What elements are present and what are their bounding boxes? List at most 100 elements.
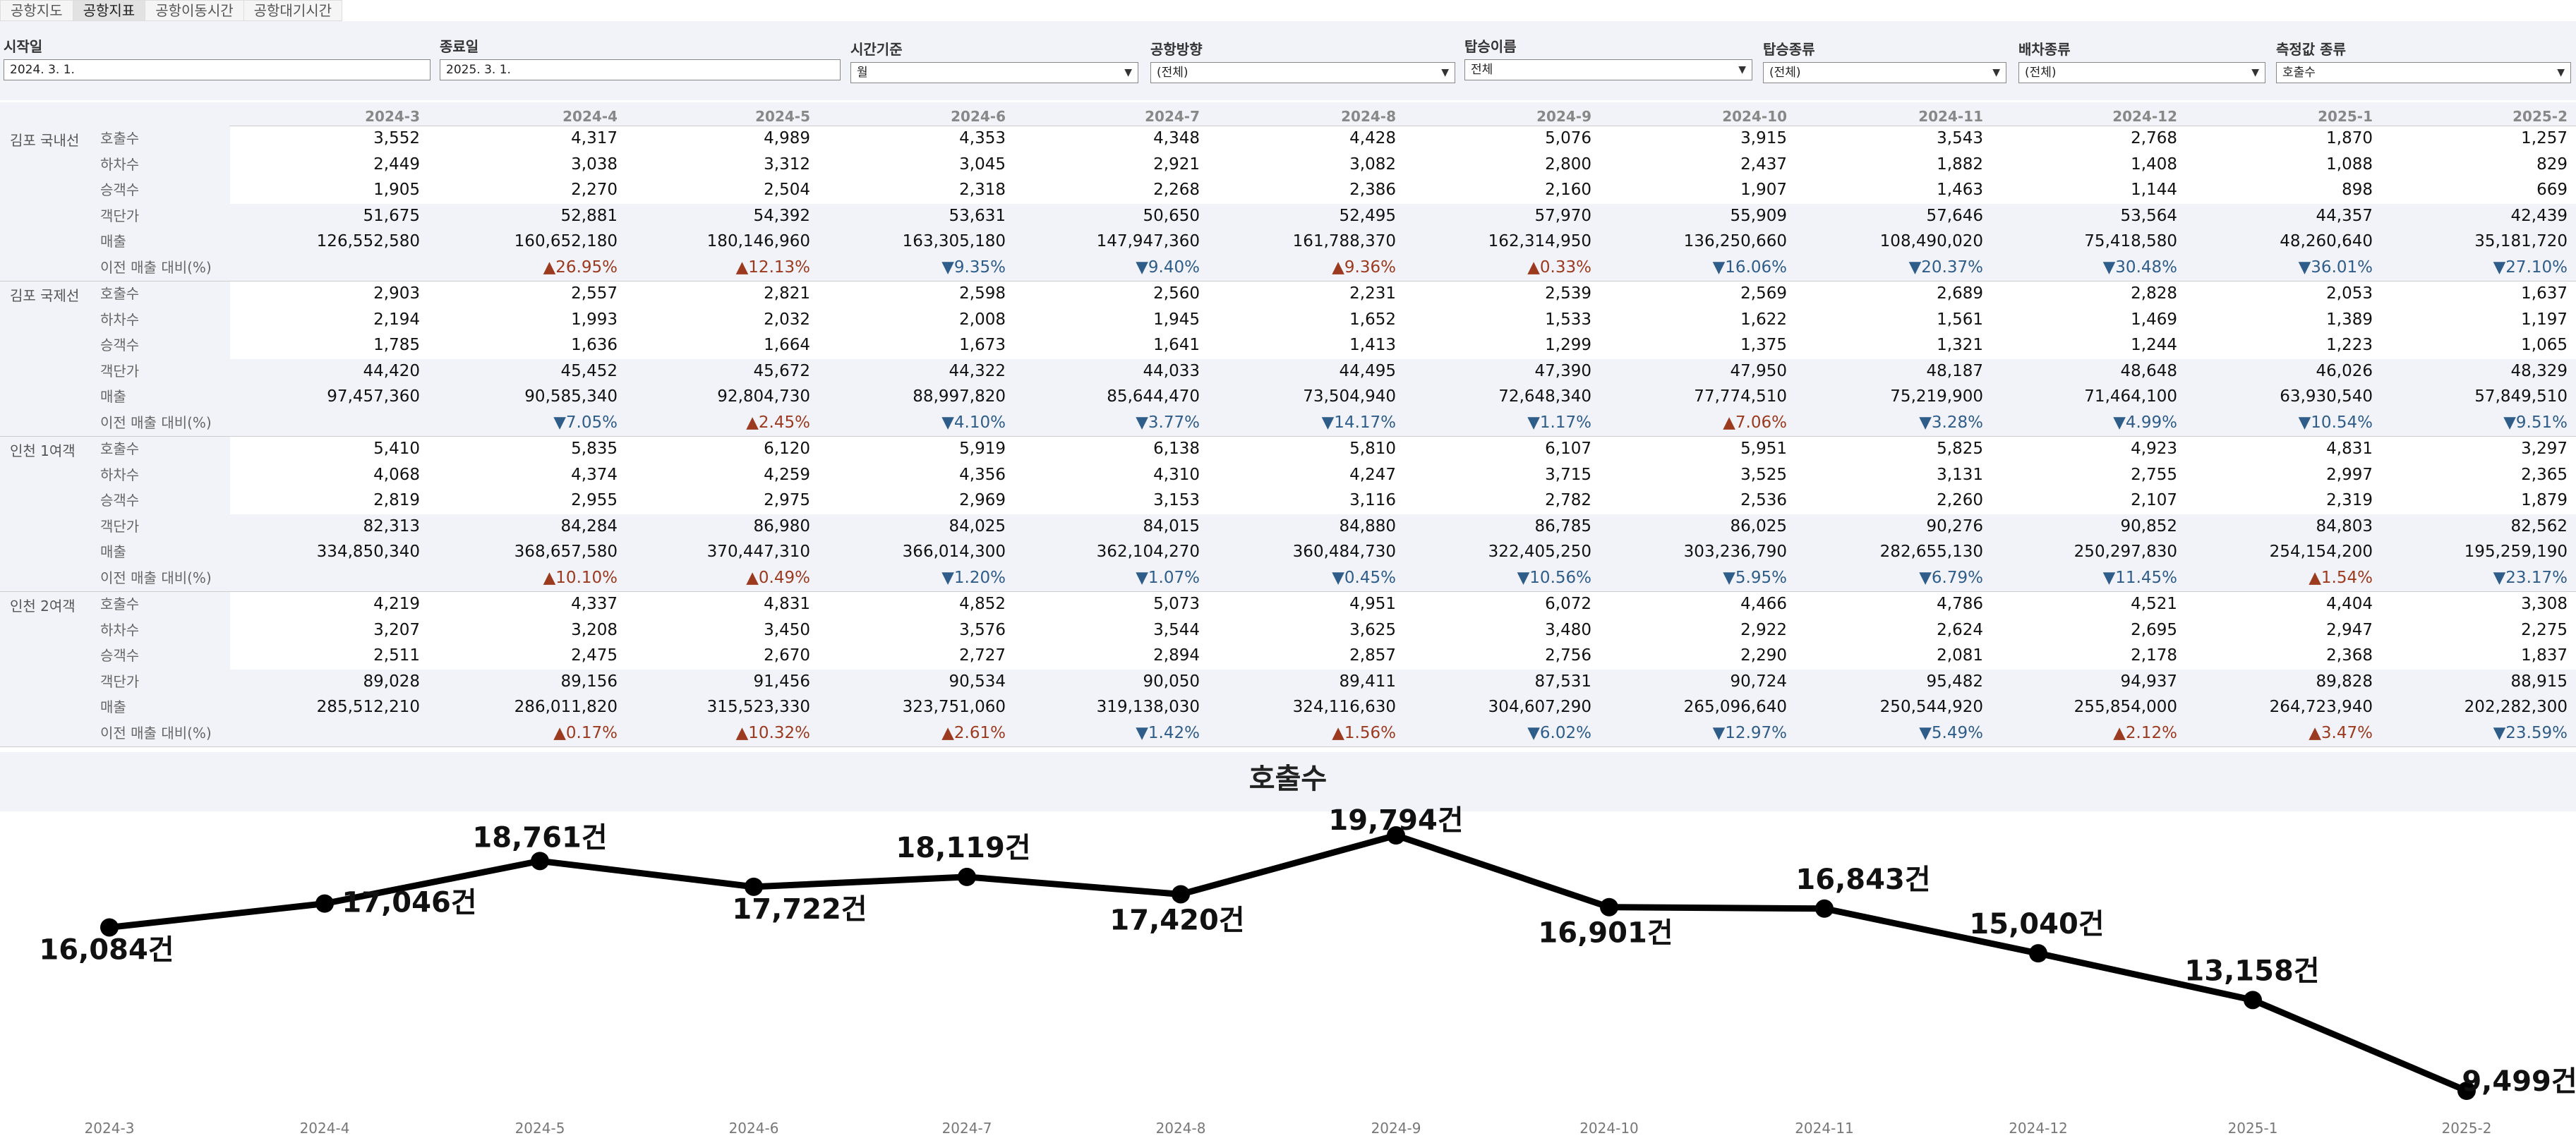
measure-type-select[interactable]: 호출수 ▼ — [2276, 62, 2571, 83]
table-cell: ▼23.59% — [2493, 723, 2568, 742]
start-date-input[interactable]: 2024. 3. 1. — [4, 59, 431, 80]
table-cell: 1,637 — [2521, 284, 2568, 303]
table-cell: 163,305,180 — [902, 232, 1006, 250]
table-cell: 898 — [2342, 181, 2373, 199]
data-point[interactable] — [745, 877, 763, 896]
table-cell: 126,552,580 — [316, 232, 420, 250]
table-cell: 75,219,900 — [1890, 387, 1983, 406]
table-cell: 5,951 — [1740, 440, 1787, 458]
table-cell: 84,880 — [1339, 516, 1396, 536]
series-line — [109, 832, 2468, 1094]
table-cell: 87,531 — [1534, 672, 1591, 691]
table-cell: 1,622 — [1740, 310, 1787, 329]
table-cell: 254,154,200 — [2269, 543, 2373, 561]
data-point[interactable] — [315, 894, 334, 913]
table-cell: 6,120 — [764, 440, 810, 458]
boarding-type-select[interactable]: (전체) ▼ — [1763, 62, 2006, 83]
column-header: 2024-5 — [755, 108, 810, 125]
end-date-input[interactable]: 2025. 3. 1. — [440, 59, 841, 80]
data-point[interactable] — [1387, 826, 1405, 845]
table-cell: 3,525 — [1740, 465, 1787, 484]
table-cell: 319,138,030 — [1096, 698, 1200, 716]
column-header: 2024-10 — [1722, 108, 1787, 125]
data-label: 16,901건 — [1538, 917, 1673, 950]
table-cell: 42,439 — [2510, 206, 2568, 225]
table-cell: 86,025 — [1730, 516, 1787, 536]
table-cell: 4,989 — [764, 129, 810, 147]
data-point[interactable] — [2244, 991, 2262, 1010]
table-cell: 3,576 — [959, 620, 1006, 639]
table-cell: 85,644,470 — [1107, 387, 1200, 406]
table-cell: 4,831 — [2326, 440, 2373, 458]
table-cell: 3,208 — [571, 620, 618, 639]
data-label: 17,420건 — [1109, 904, 1244, 936]
dispatch-type-label: 배차종류 — [2018, 41, 2071, 58]
table-cell: 136,250,660 — [1683, 232, 1787, 250]
table-cell: 2,053 — [2326, 284, 2373, 303]
table-cell: 370,447,310 — [706, 543, 810, 561]
data-point[interactable] — [1815, 899, 1834, 918]
table-cell: 147,947,360 — [1096, 232, 1200, 250]
table-cell: 90,724 — [1730, 672, 1787, 691]
end-date-label: 종료일 — [440, 38, 479, 55]
table-cell: 1,223 — [2326, 336, 2373, 354]
table-cell: 3,544 — [1153, 620, 1200, 639]
table-cell: ▼36.01% — [2298, 258, 2373, 277]
x-tick-label: 2024-10 — [1579, 1120, 1639, 1137]
table-group: 인천 1여객 호출수 5,410 5,835 6,120 5,919 6,138 5,810 6… — [0, 437, 2576, 592]
boarding-name-select[interactable]: 전체 ▼ — [1464, 59, 1752, 80]
x-tick-label: 2025-1 — [2228, 1120, 2278, 1137]
table-cell: 2,569 — [1740, 284, 1787, 303]
table-cell: 2,275 — [2521, 620, 2568, 639]
table-cell: ▼10.56% — [1517, 568, 1591, 587]
table-cell: 86,785 — [1534, 516, 1591, 536]
table-cell: ▼4.10% — [941, 413, 1006, 432]
table-cell: ▼5.95% — [1723, 568, 1787, 587]
table-cell: 90,585,340 — [524, 387, 618, 406]
table-cell: 88,997,820 — [913, 387, 1006, 406]
table-cell: 2,768 — [2131, 129, 2177, 147]
tab-airport-wait-time[interactable]: 공항대기시간 — [243, 0, 343, 21]
chevron-down-icon: ▼ — [1441, 67, 1449, 78]
data-point[interactable] — [100, 918, 119, 937]
table-cell: 2,782 — [1545, 491, 1591, 509]
data-point[interactable] — [958, 867, 976, 886]
table-cell: 1,837 — [2521, 646, 2568, 665]
airport-direction-select[interactable]: (전체) ▼ — [1150, 62, 1455, 83]
table-cell: 2,755 — [2131, 465, 2177, 484]
table-cell: 6,138 — [1153, 440, 1200, 458]
data-point[interactable] — [1600, 897, 1618, 917]
table-cell: 84,025 — [949, 516, 1006, 536]
tab-airport-map[interactable]: 공항지도 — [0, 0, 73, 21]
measure-label: 매출 — [96, 385, 230, 411]
table-cell: 48,329 — [2510, 361, 2568, 380]
dispatch-type-select[interactable]: (전체) ▼ — [2018, 62, 2265, 83]
table-cell: ▼10.54% — [2298, 413, 2373, 432]
table-cell: 4,353 — [959, 129, 1006, 147]
time-basis-select[interactable]: 월 ▼ — [850, 62, 1138, 83]
tab-airport-indicators[interactable]: 공항지표 — [73, 0, 146, 21]
table-cell: ▼6.02% — [1527, 723, 1591, 742]
boarding-type-value: (전체) — [1769, 66, 1801, 80]
table-cell: 1,088 — [2326, 155, 2373, 174]
table-cell: 1,882 — [1937, 155, 1983, 174]
table-cell: 4,068 — [373, 465, 420, 484]
table-cell: ▼6.79% — [1919, 568, 1983, 587]
data-point[interactable] — [1172, 885, 1190, 904]
table-cell: 52,881 — [560, 206, 618, 225]
table-cell: 2,365 — [2521, 465, 2568, 484]
tab-airport-travel-time[interactable]: 공항이동시간 — [145, 0, 244, 21]
x-tick-label: 2024-4 — [300, 1120, 350, 1137]
data-point[interactable] — [531, 852, 549, 871]
data-point[interactable] — [2457, 1082, 2476, 1100]
measure-label: 객단가 — [96, 514, 230, 540]
x-tick-label: 2024-5 — [515, 1120, 565, 1137]
data-label: 19,794건 — [1328, 804, 1463, 837]
table-cell: 315,523,330 — [706, 698, 810, 716]
table-cell: 54,392 — [753, 206, 810, 225]
table-cell: 46,026 — [2316, 361, 2373, 380]
table-cell: 5,919 — [959, 440, 1006, 458]
column-header: 2024-7 — [1145, 108, 1200, 125]
data-point[interactable] — [2029, 944, 2047, 963]
table-cell: 4,521 — [2131, 595, 2177, 613]
